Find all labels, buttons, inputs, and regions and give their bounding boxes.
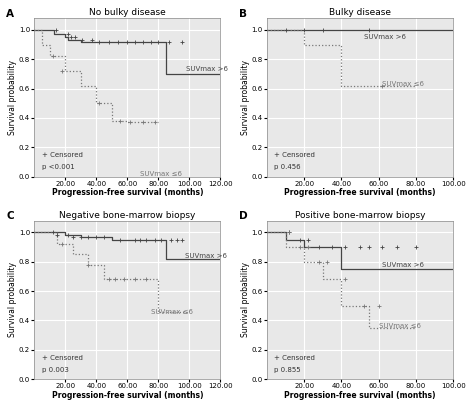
Text: SUVmax ≤6: SUVmax ≤6 (151, 308, 192, 315)
X-axis label: Progression-free survival (months): Progression-free survival (months) (52, 188, 203, 197)
Text: SUVmax >6: SUVmax >6 (383, 262, 425, 268)
Text: p <0.001: p <0.001 (42, 164, 74, 170)
Text: + Censored: + Censored (42, 153, 82, 158)
Text: SUVmax ≤6: SUVmax ≤6 (379, 323, 421, 329)
Text: SUVmax ≤6: SUVmax ≤6 (140, 171, 182, 177)
X-axis label: Progression-free survival (months): Progression-free survival (months) (284, 188, 436, 197)
Text: + Censored: + Censored (42, 355, 82, 361)
Text: + Censored: + Censored (274, 355, 315, 361)
Text: SUVmax >6: SUVmax >6 (185, 253, 227, 259)
Text: SUVmax ≤6: SUVmax ≤6 (383, 81, 425, 87)
Text: SUVmax >6: SUVmax >6 (186, 67, 228, 73)
Text: D: D (239, 211, 247, 221)
Title: Negative bone-marrow biopsy: Negative bone-marrow biopsy (59, 211, 195, 220)
Text: + Censored: + Censored (274, 153, 315, 158)
Text: B: B (239, 9, 247, 19)
Y-axis label: Survival probability: Survival probability (9, 60, 18, 135)
Text: A: A (6, 9, 14, 19)
Title: Bulky disease: Bulky disease (329, 8, 391, 17)
X-axis label: Progression-free survival (months): Progression-free survival (months) (52, 391, 203, 400)
Text: p 0.456: p 0.456 (274, 164, 301, 170)
Title: No bulky disease: No bulky disease (89, 8, 166, 17)
Text: p 0.855: p 0.855 (274, 367, 301, 373)
Y-axis label: Survival probability: Survival probability (241, 60, 250, 135)
Y-axis label: Survival probability: Survival probability (9, 262, 18, 337)
Y-axis label: Survival probability: Survival probability (241, 262, 250, 337)
Text: SUVmax >6: SUVmax >6 (364, 34, 406, 40)
Text: p 0.003: p 0.003 (42, 367, 68, 373)
Text: C: C (6, 211, 14, 221)
Title: Positive bone-marrow biopsy: Positive bone-marrow biopsy (295, 211, 425, 220)
X-axis label: Progression-free survival (months): Progression-free survival (months) (284, 391, 436, 400)
